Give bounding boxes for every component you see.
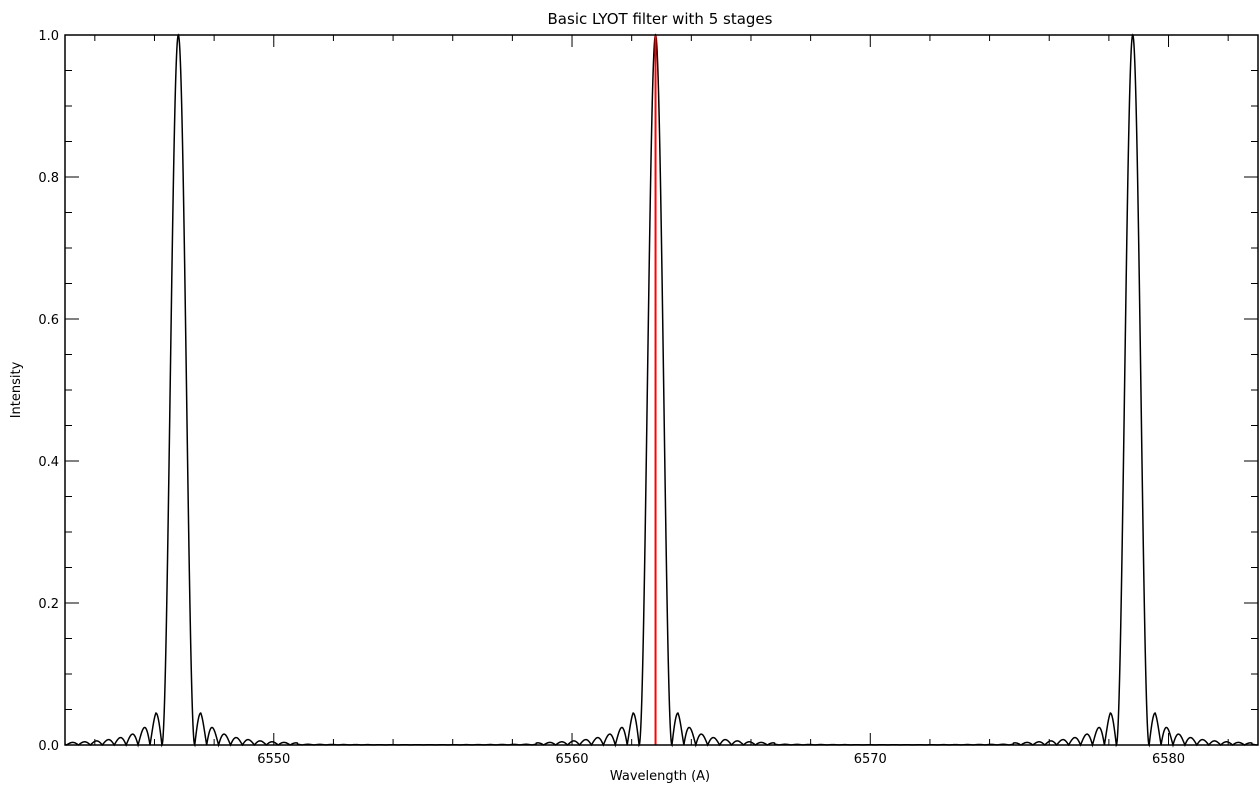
y-tick-label: 0.4 xyxy=(38,455,59,470)
x-tick-label: 6550 xyxy=(257,752,290,767)
y-tick-label: 1.0 xyxy=(38,29,59,44)
y-axis-label: Intensity xyxy=(9,361,24,418)
plot-area xyxy=(64,33,1259,748)
y-tick-label: 0.8 xyxy=(38,171,59,186)
x-tick-label: 6580 xyxy=(1152,752,1185,767)
x-tick-label: 6570 xyxy=(854,752,887,767)
plot-frame xyxy=(64,34,1259,746)
x-tick-label: 6560 xyxy=(555,752,588,767)
y-tick-label: 0.0 xyxy=(38,739,59,754)
transmission-curve xyxy=(64,33,1259,748)
y-tick-label: 0.2 xyxy=(38,597,59,612)
axis-ticks xyxy=(65,34,1258,746)
chart-title: Basic LYOT filter with 5 stages xyxy=(548,10,773,28)
y-tick-label: 0.6 xyxy=(38,313,59,328)
x-axis-label: Wavelength (A) xyxy=(610,769,710,784)
tick-labels: 6550 6560 6570 6580 0.0 0.2 0.4 0.6 0.8 1.0 xyxy=(38,29,1185,767)
